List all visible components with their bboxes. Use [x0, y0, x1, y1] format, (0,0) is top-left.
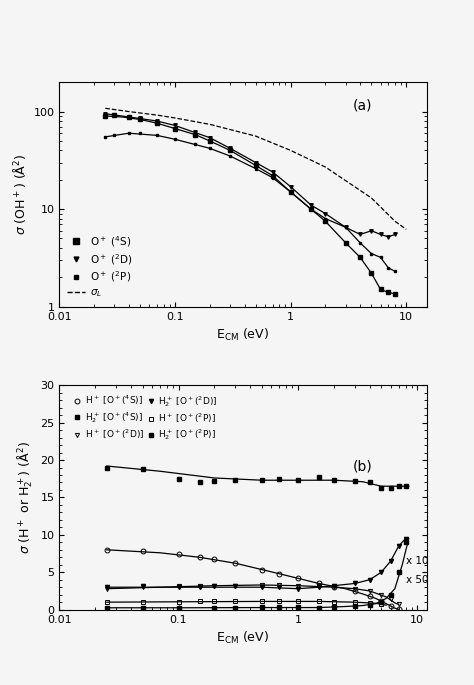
Text: x 50: x 50: [406, 575, 428, 585]
Text: (b): (b): [353, 460, 373, 473]
Text: (a): (a): [353, 98, 373, 112]
Y-axis label: $\sigma$ (OH$^+$) ($\rm\AA^2$): $\sigma$ (OH$^+$) ($\rm\AA^2$): [11, 153, 28, 235]
Y-axis label: $\sigma$ (H$^+$ or H$_2^+$) ($\rm\AA^2$): $\sigma$ (H$^+$ or H$_2^+$) ($\rm\AA^2$): [15, 441, 35, 554]
Text: x 10: x 10: [406, 556, 428, 566]
X-axis label: $\rm E_{CM}$ (eV): $\rm E_{CM}$ (eV): [217, 630, 269, 646]
X-axis label: $\rm E_{CM}$ (eV): $\rm E_{CM}$ (eV): [217, 327, 269, 343]
Legend: O$^+$ ($^4$S), O$^+$ ($^2$D), O$^+$ ($^2$P), $\sigma_L$: O$^+$ ($^4$S), O$^+$ ($^2$D), O$^+$ ($^2…: [64, 232, 136, 301]
Legend: H$^+$ [O$^+$($^4$S)], H$_2^+$ [O$^+$($^4$S)], H$^+$ [O$^+$($^2$D)], H$_2^+$ [O$^: H$^+$ [O$^+$($^4$S)], H$_2^+$ [O$^+$($^4…: [71, 392, 220, 444]
